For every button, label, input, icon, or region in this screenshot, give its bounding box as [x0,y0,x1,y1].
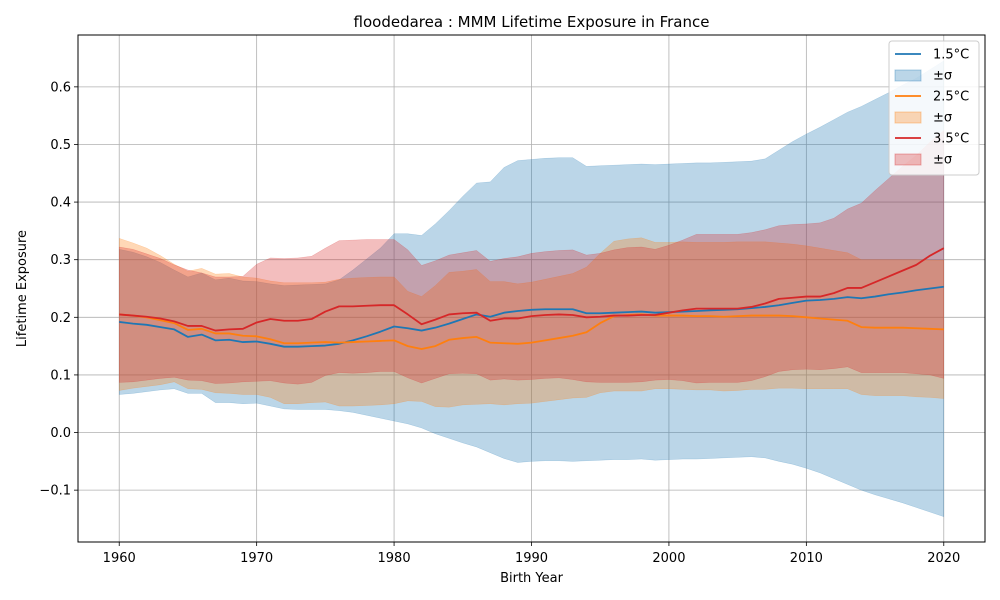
legend-label: 3.5°C [933,132,969,147]
series-lines [119,247,945,350]
x-tick-label: 2020 [927,551,960,566]
sigma-bands [118,60,945,517]
legend-band-swatch [894,111,922,124]
legend-label: ±σ [933,111,952,126]
x-axis-label: Birth Year [500,571,564,586]
legend-band-swatch [894,69,922,82]
y-tick-label: 0.2 [50,311,71,326]
y-tick-label: 0.0 [50,426,71,441]
y-tick-label: −0.1 [39,484,71,499]
y-tick-label: 0.5 [50,138,71,153]
sigma-band-3 [118,130,945,385]
legend-label: 2.5°C [933,90,969,105]
y-tick-label: 0.1 [50,368,71,383]
legend: 1.5°C ±σ 2.5°C ±σ 3.5°C ±σ [888,40,980,176]
y-axis-label: Lifetime Exposure [15,230,30,347]
x-tick-label: 2010 [790,551,823,566]
x-tick-label: 1990 [515,551,548,566]
x-tick-label: 1980 [378,551,411,566]
legend-label: 1.5°C [933,48,969,63]
series-line-1 [119,285,944,348]
legend-label: ±σ [933,69,952,84]
x-tick-label: 2000 [652,551,685,566]
legend-label: ±σ [933,153,952,168]
chart-title: floodedarea : MMM Lifetime Exposure in F… [354,13,710,31]
x-tick-label: 1960 [103,551,136,566]
y-tick-label: 0.4 [50,196,71,211]
legend-box [888,40,980,176]
series-line-2 [119,313,944,350]
series-line-3 [119,247,945,332]
legend-band-swatch [894,153,922,166]
grid-lines [78,35,985,542]
sigma-band-1 [118,60,945,517]
axis-ticks: 1960 1970 1980 1990 2000 2010 2020 −0.1 0.0 0.1 0.… [39,80,960,566]
x-tick-label: 1970 [240,551,273,566]
y-tick-label: 0.6 [50,80,71,95]
y-tick-label: 0.3 [50,253,71,268]
sigma-band-2 [118,237,945,408]
